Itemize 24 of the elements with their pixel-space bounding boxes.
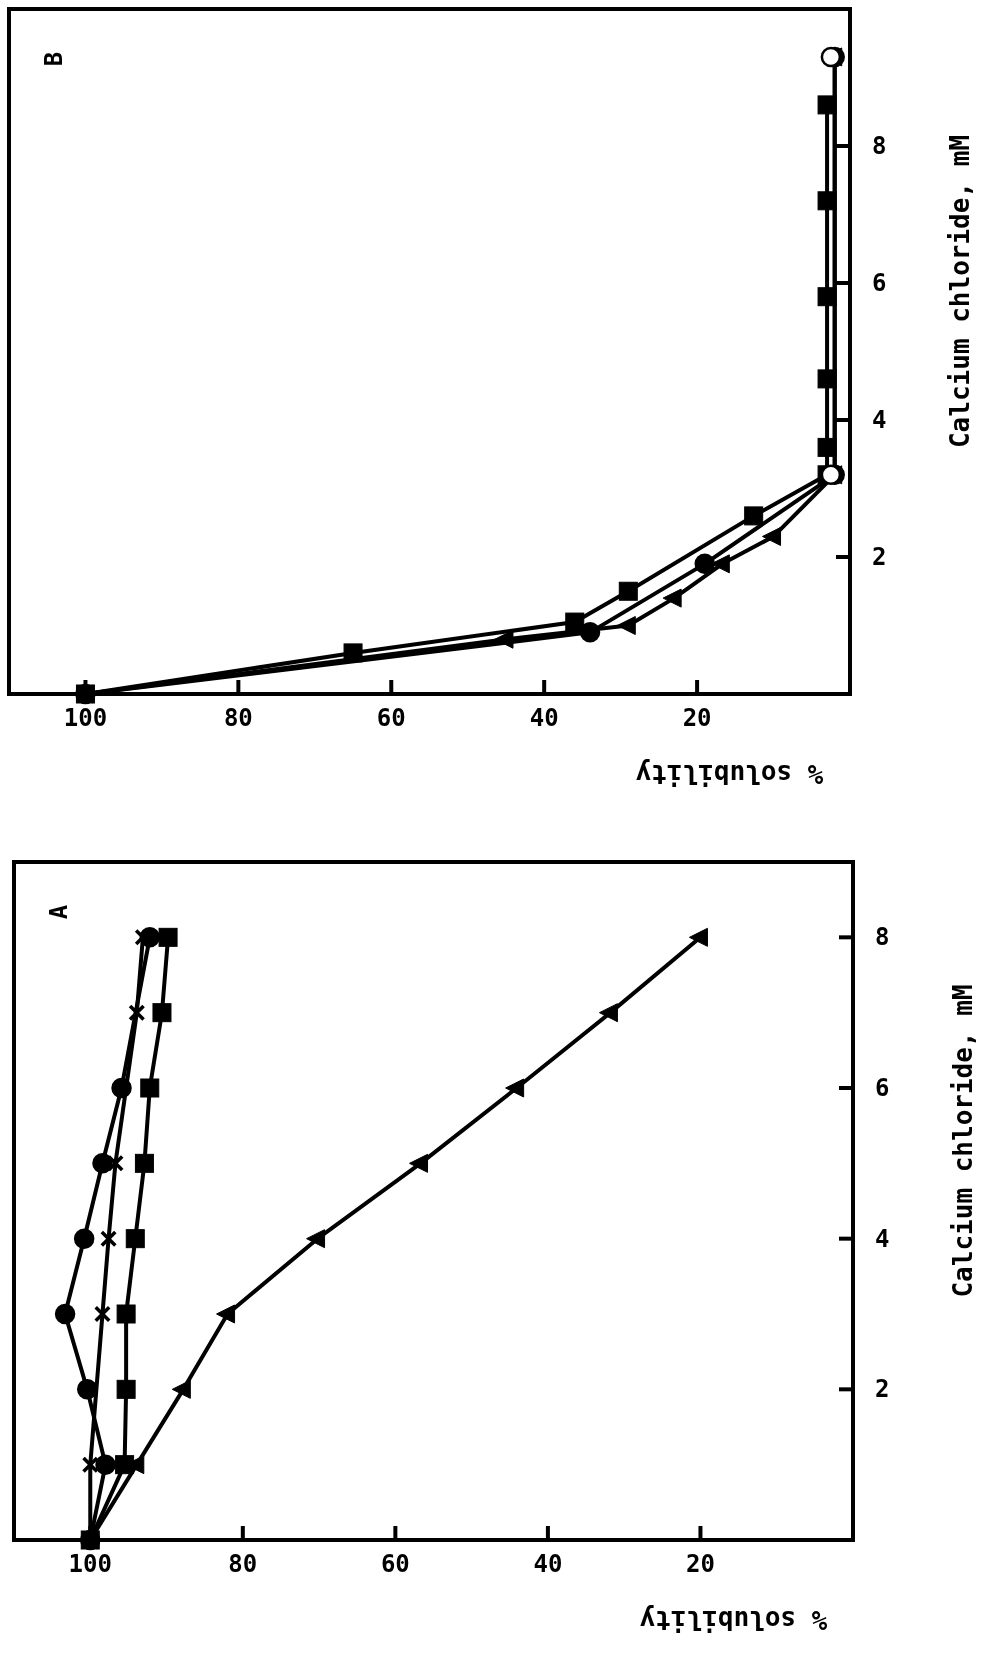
text: A [45, 904, 73, 920]
y-tick-label: 2 [875, 1375, 890, 1404]
x-tick-label: 60 [376, 703, 406, 732]
x-tick-label: 80 [223, 703, 253, 732]
y-tick-label: 8 [872, 132, 887, 160]
x-axis-title: % solubility [639, 1605, 828, 1635]
x-tick-label: 80 [228, 1549, 258, 1578]
x-tick-label: 100 [63, 703, 108, 732]
y-axis-title: Calcium chloride, mM [945, 134, 975, 449]
x-tick-label: 40 [529, 703, 559, 732]
y-tick-label: 6 [875, 1074, 890, 1102]
x-tick-label: 60 [380, 1549, 410, 1578]
y-tick-label: 4 [872, 406, 887, 434]
x-tick-label: 40 [533, 1549, 563, 1578]
x-tick-label: 20 [682, 703, 712, 732]
x-tick-label: 20 [686, 1549, 715, 1578]
y-tick-label: 4 [875, 1224, 890, 1253]
text: B [40, 51, 68, 67]
y-axis-title: Calcium chloride, mM [948, 984, 978, 1298]
y-tick-label: 6 [872, 269, 887, 297]
y-tick-label: 2 [872, 543, 887, 571]
x-tick-label: 100 [68, 1549, 112, 1578]
x-axis-title: % solubility [635, 759, 824, 789]
y-tick-label: 8 [875, 923, 890, 952]
